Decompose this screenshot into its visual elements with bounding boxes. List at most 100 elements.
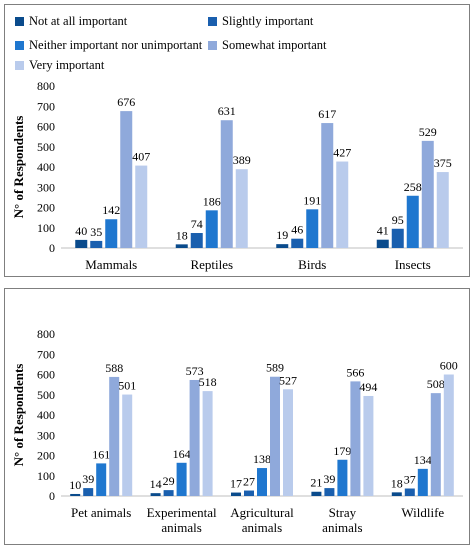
data-label: 631 [218,104,236,118]
y-tick-label: 600 [37,120,55,134]
bar [291,238,304,248]
x-tick-label: animals [161,520,201,535]
bar [163,490,174,496]
legend-label: Very important [29,58,105,72]
bar [235,169,248,248]
bar [122,394,133,496]
legend-label: Slightly important [222,14,314,28]
x-tick-label: Wildlife [401,505,444,520]
chart-species: N° of Respondents 0 100 200 300 400 500 600 700 8… [11,79,463,272]
bar [376,239,389,248]
bar [276,244,289,248]
data-label: 95 [392,213,404,227]
data-label: 46 [291,223,303,237]
bar [336,161,349,248]
data-label: 427 [333,146,351,160]
bar [306,209,319,248]
y-tick-label: 800 [37,327,55,341]
data-label: 494 [359,380,377,394]
chart-panel-categories: N° of Respondents 0 100 200 300 400 500 600 700 8… [4,288,470,545]
legend-label: Neither important nor unimportant [29,38,203,52]
bar [150,493,161,496]
legend-item: Slightly important [208,14,313,29]
y-tick-label: 500 [37,388,55,402]
y-tick-label: 400 [37,408,55,422]
bar [421,140,434,248]
data-label: 573 [186,364,204,378]
legend-swatch-4 [15,61,24,70]
data-label: 164 [173,447,191,461]
bar [135,165,148,248]
x-tick-label: Reptiles [190,257,233,272]
bar [231,492,241,496]
data-label: 186 [203,194,221,208]
data-label: 566 [346,365,364,379]
data-label: 518 [199,375,217,389]
y-axis-label: N° of Respondents [11,364,26,467]
legend-item: Very important [15,58,104,73]
y-tick-label: 200 [37,201,55,215]
bar [83,488,94,496]
y-tick-label: 200 [37,449,55,463]
bar [244,490,254,496]
bar [257,468,267,496]
bar [190,233,203,248]
data-label: 14 [150,477,162,491]
data-label: 35 [90,225,102,239]
bar [202,391,213,496]
legend-label: Not at all important [29,14,128,28]
x-tick-label: animals [322,520,362,535]
y-tick-label: 700 [37,347,55,361]
data-label: 40 [75,224,87,238]
data-label: 161 [92,447,110,461]
x-tick-label: Mammals [85,257,137,272]
y-tick-label: 100 [37,221,55,235]
x-tick-label: animals [242,520,282,535]
data-label: 29 [163,474,175,488]
bar [391,228,404,248]
data-label: 39 [323,472,335,486]
legend-label: Somewhat important [222,38,327,52]
data-label: 39 [82,472,94,486]
data-label: 588 [105,361,123,375]
data-label: 191 [303,193,321,207]
y-tick-label: 800 [37,79,55,93]
data-label: 375 [434,156,452,170]
bar [321,123,334,248]
data-label: 18 [176,228,188,242]
data-label: 142 [102,203,120,217]
bar [406,195,419,248]
data-label: 138 [253,452,271,466]
data-label: 19 [276,228,288,242]
data-label: 21 [310,476,322,490]
bar [75,239,88,248]
y-tick-label: 300 [37,428,55,442]
data-label: 17 [230,477,242,491]
bar [443,374,454,496]
bar [404,488,415,496]
legend-item: Not at all important [15,14,127,29]
bar [337,459,348,496]
bar [70,493,81,496]
data-label: 407 [132,150,150,164]
legend: Not at all important Slightly important … [5,5,471,75]
y-tick-label: 300 [37,180,55,194]
data-label: 501 [118,379,136,393]
y-axis-label: N° of Respondents [11,116,26,219]
data-label: 589 [266,361,284,375]
y-tick-label: 0 [49,489,55,503]
bar [270,376,280,496]
legend-swatch-0 [15,17,24,26]
data-label: 676 [117,95,135,109]
legend-swatch-3 [208,41,217,50]
bar [283,389,293,496]
bar [189,379,200,496]
data-label: 74 [191,217,203,231]
x-tick-label: Stray [329,505,357,520]
bar [311,491,322,496]
data-label: 600 [440,359,458,373]
data-label: 179 [333,444,351,458]
bar [90,240,103,248]
x-tick-label: Insects [395,257,431,272]
y-tick-label: 100 [37,469,55,483]
